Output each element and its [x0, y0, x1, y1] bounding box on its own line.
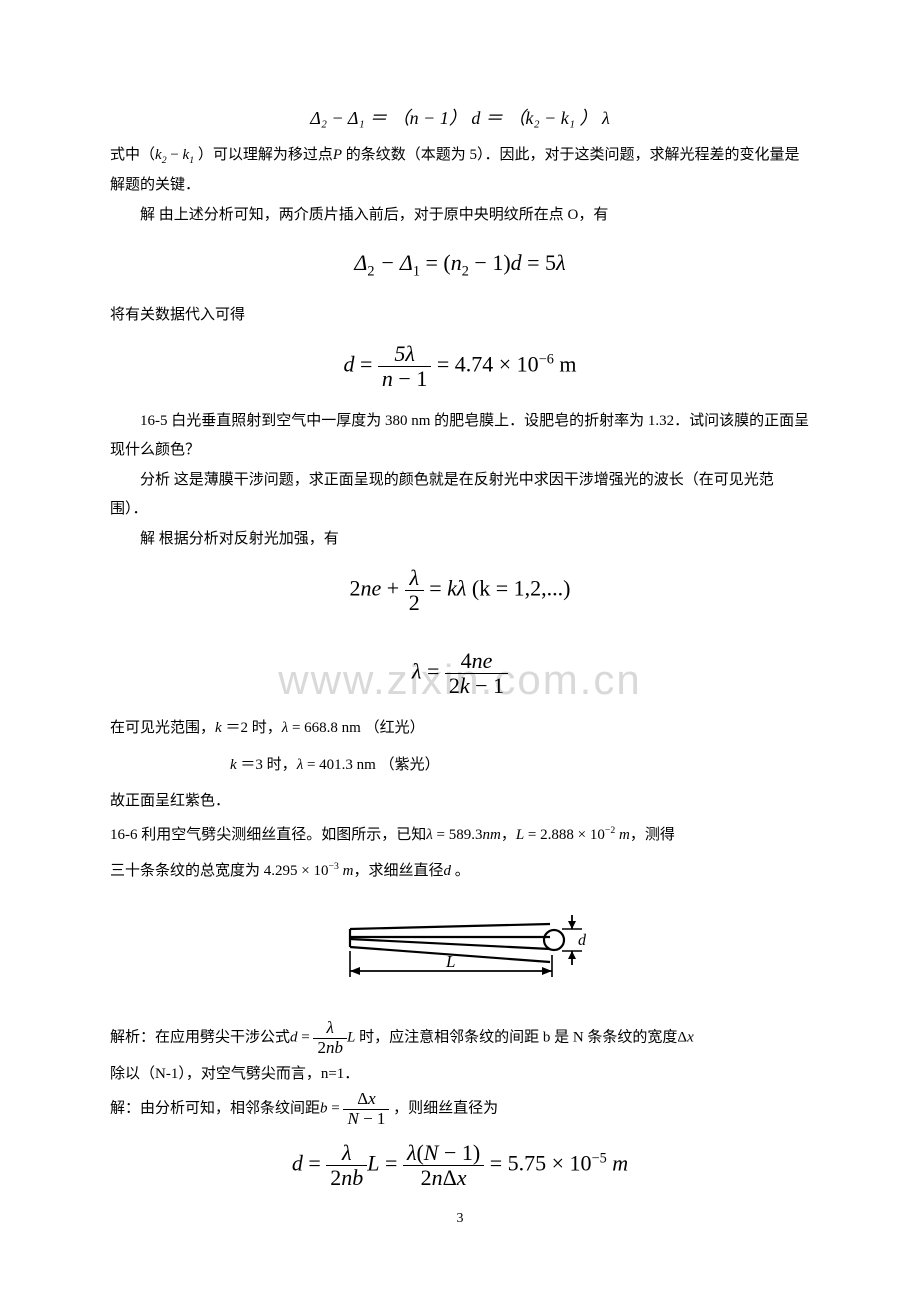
equation-4: 2ne + λ2 = kλ (k = 1,2,...)	[110, 566, 810, 615]
exp: −6	[539, 351, 554, 367]
sub: 1	[413, 263, 420, 279]
equation-6: d = λ2nbL = λ(N − 1)2nΔx = 5.75 × 10−5 m	[110, 1141, 810, 1190]
txt: 16-6 利用空气劈尖测细丝直径。如图所示，已知	[110, 827, 426, 843]
unit-m: m	[339, 863, 354, 879]
ne: ne	[472, 648, 493, 673]
equation-2: Δ2 − Δ1 = (n2 − 1)d = 5λ	[110, 242, 810, 286]
txt: ，求细丝直径	[353, 863, 443, 879]
txt: = (	[420, 250, 451, 275]
numerator: λ	[405, 566, 424, 591]
paragraph-4: 16-5 白光垂直照射到空气中一厚度为 380 nm 的肥皂膜上．设肥皂的折射率…	[110, 407, 810, 464]
var-k: k	[230, 757, 237, 773]
numerator: λ	[313, 1019, 347, 1039]
txt: 解：由分析可知，相邻条纹间距	[110, 1101, 320, 1117]
var-L: L	[367, 1150, 379, 1175]
page-number: 3	[110, 1206, 810, 1233]
denominator: 2	[405, 591, 424, 615]
numerator: λ	[326, 1141, 367, 1166]
paragraph-6: 解 根据分析对反射光加强，有	[110, 525, 810, 554]
txt: 三十条条纹的总宽度为 4.295 × 10	[110, 863, 328, 879]
txt: ＝3 时，	[237, 757, 297, 773]
var-k: k	[215, 720, 222, 736]
txt: ）可以理解为移过点	[194, 147, 333, 163]
var-d: d	[290, 1030, 298, 1046]
txt: =	[354, 351, 377, 376]
label-L: L	[445, 952, 455, 971]
rhs: = 4.74 × 10	[431, 351, 538, 376]
eq: =	[298, 1030, 314, 1046]
numerator: 5λ	[378, 342, 431, 367]
k-range: (k = 1,2,...)	[472, 575, 571, 600]
paragraph-11: 三十条条纹的总宽度为 4.295 × 10−3 m，求细丝直径d 。	[110, 854, 810, 889]
equation-3: d = 5λn − 1 = 4.74 × 10−6 m	[110, 342, 810, 391]
paragraph-3: 将有关数据代入可得	[110, 301, 810, 330]
txt: = 2.888 × 10	[524, 827, 605, 843]
paragraph-10: 16-6 利用空气劈尖测细丝直径。如图所示，已知λ = 589.3nm，L = …	[110, 818, 810, 853]
txt: ＝2 时，	[222, 720, 282, 736]
txt: = 589.3	[433, 827, 483, 843]
var-b: b	[320, 1101, 328, 1117]
label-d: d	[578, 932, 587, 949]
var-d: d	[511, 250, 522, 275]
var-d: d	[343, 351, 354, 376]
plus: +	[381, 575, 404, 600]
paragraph-12: 解析：在应用劈尖干涉公式d = λ2nbL 时，应注意相邻条纹的间距 b 是 N…	[110, 1019, 810, 1057]
exp: −3	[328, 861, 338, 872]
exp: −5	[592, 1150, 607, 1166]
txt: = 668.8 nm （红光）	[288, 720, 424, 736]
wedge-diagram: d L	[110, 907, 810, 998]
txt: 时，应注意相邻条纹的间距 b 是 N 条条纹的宽度	[355, 1030, 677, 1046]
sub: 2	[462, 263, 469, 279]
paragraph-1: 式中（k2 − k1 ）可以理解为移过点P 的条纹数（本题为 5）．因此，对于这…	[110, 141, 810, 199]
var-d: d	[443, 863, 451, 879]
unit: m	[554, 351, 577, 376]
var-L: L	[516, 827, 524, 843]
var-k2: k	[155, 147, 162, 163]
paragraph-13: 除以（N-1），对空气劈尖而言，n=1．	[110, 1060, 810, 1089]
txt: = 401.3 nm （紫光）	[303, 757, 439, 773]
paragraph-8: k ＝3 时，λ = 401.3 nm （紫光）	[110, 751, 810, 780]
paragraph-7: 在可见光范围，k ＝2 时，λ = 668.8 nm （红光）	[110, 714, 810, 743]
equation-1: Δ₂ − Δ₁ ＝ （n − 1） d ＝ （k₂ − k₁ ） λ	[110, 101, 810, 135]
txt: − Δ	[374, 250, 412, 275]
txt: 解析：在应用劈尖干涉公式	[110, 1030, 290, 1046]
var-k: k	[447, 575, 457, 600]
paragraph-9: 故正面呈红紫色．	[110, 787, 810, 816]
eq: =	[328, 1101, 344, 1117]
ne: ne	[361, 575, 382, 600]
txt: = 5	[522, 250, 556, 275]
var-P: P	[333, 147, 342, 163]
var-d: d	[292, 1150, 303, 1175]
paragraph-2: 解 由上述分析可知，两介质片插入前后，对于原中央明纹所在点 O，有	[110, 201, 810, 230]
eq: =	[424, 575, 447, 600]
eq: =	[380, 1150, 403, 1175]
eq: =	[303, 1150, 326, 1175]
var-x: x	[687, 1030, 694, 1046]
exp: −2	[605, 825, 615, 836]
txt: ，测得	[630, 827, 675, 843]
unit-m: m	[607, 1150, 628, 1175]
delta: Δ	[354, 250, 367, 275]
paragraph-5: 分析 这是薄膜干涉问题，求正面呈现的颜色就是在反射光中求因干涉增强光的波长（在可…	[110, 466, 810, 523]
var-lambda: λ	[556, 250, 566, 275]
equation-5: λ = 4ne2k − 1	[110, 649, 810, 698]
txt: −	[167, 147, 183, 163]
var-lambda: λ	[457, 575, 467, 600]
txt: ，则细丝直径为	[389, 1101, 498, 1117]
var-n: n	[451, 250, 462, 275]
txt: ，	[501, 827, 516, 843]
unit-m: m	[615, 827, 630, 843]
txt: 。	[451, 863, 470, 879]
txt: − 1)	[469, 250, 511, 275]
txt: 在可见光范围，	[110, 720, 215, 736]
eq: =	[421, 659, 444, 684]
txt: 式中（	[110, 147, 155, 163]
k: k	[460, 673, 470, 698]
rhs: = 5.75 × 10	[484, 1150, 591, 1175]
unit-nm: nm	[482, 827, 500, 843]
paragraph-14: 解：由分析可知，相邻条纹间距b = ΔxN − 1 ，则细丝直径为	[110, 1090, 810, 1128]
den-rest: − 1	[393, 366, 427, 391]
two: 2	[350, 575, 361, 600]
den-n: n	[382, 366, 393, 391]
